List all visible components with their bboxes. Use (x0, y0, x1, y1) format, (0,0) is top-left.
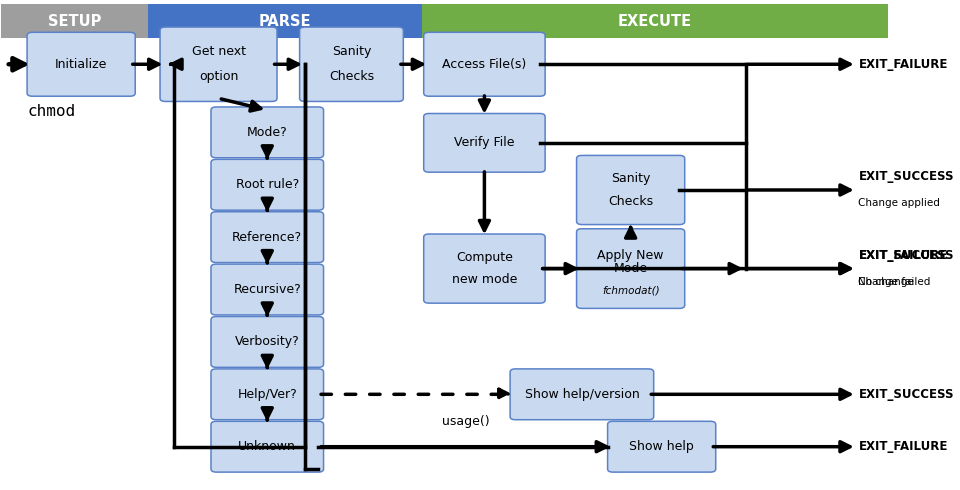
Text: Mode: Mode (613, 262, 648, 275)
Text: Root rule?: Root rule? (235, 178, 299, 191)
Text: Initialize: Initialize (55, 58, 108, 71)
FancyBboxPatch shape (510, 369, 654, 420)
FancyBboxPatch shape (211, 159, 324, 210)
FancyBboxPatch shape (211, 317, 324, 368)
Bar (148, 4, 422, 38)
Text: Get next: Get next (192, 46, 246, 58)
Text: Unknown: Unknown (238, 440, 297, 453)
FancyBboxPatch shape (211, 107, 324, 158)
Text: Sanity: Sanity (332, 46, 372, 58)
Text: chmod: chmod (28, 104, 76, 119)
Text: option: option (199, 70, 238, 83)
FancyBboxPatch shape (211, 369, 324, 420)
Text: EXIT_FAILURE: EXIT_FAILURE (858, 440, 948, 453)
Text: No change: No change (858, 277, 914, 287)
Text: Sanity: Sanity (611, 172, 650, 185)
Text: usage(): usage() (442, 416, 490, 428)
Text: EXIT_FAILURE: EXIT_FAILURE (858, 249, 948, 262)
FancyBboxPatch shape (577, 229, 684, 308)
Text: SETUP: SETUP (48, 14, 101, 28)
Text: Verify File: Verify File (454, 136, 515, 149)
Bar (1, 4, 148, 38)
Text: EXIT_SUCCESS: EXIT_SUCCESS (858, 249, 954, 262)
FancyBboxPatch shape (211, 421, 324, 472)
FancyBboxPatch shape (300, 27, 403, 101)
Text: Help/Ver?: Help/Ver? (237, 388, 298, 401)
Text: Reference?: Reference? (232, 231, 302, 244)
Text: Show help/version: Show help/version (524, 388, 639, 401)
Text: EXIT_FAILURE: EXIT_FAILURE (858, 58, 948, 71)
Text: EXIT_SUCCESS: EXIT_SUCCESS (858, 171, 954, 183)
Text: Recursive?: Recursive? (233, 283, 301, 296)
Text: EXIT_SUCCESS: EXIT_SUCCESS (858, 388, 954, 401)
Bar (422, 4, 888, 38)
Text: Change applied: Change applied (858, 198, 940, 208)
FancyBboxPatch shape (211, 212, 324, 263)
Text: PARSE: PARSE (259, 14, 311, 28)
Text: Checks: Checks (329, 70, 374, 83)
Text: Apply New: Apply New (597, 249, 664, 262)
Text: Change failed: Change failed (858, 277, 931, 287)
Text: Access File(s): Access File(s) (443, 58, 526, 71)
Text: Checks: Checks (608, 195, 653, 208)
FancyBboxPatch shape (577, 155, 684, 224)
Text: fchmodat(): fchmodat() (602, 286, 660, 295)
FancyBboxPatch shape (27, 32, 135, 96)
FancyBboxPatch shape (423, 114, 545, 172)
FancyBboxPatch shape (423, 234, 545, 303)
FancyBboxPatch shape (211, 264, 324, 315)
Text: new mode: new mode (452, 273, 517, 286)
FancyBboxPatch shape (423, 32, 545, 96)
Text: EXECUTE: EXECUTE (618, 14, 692, 28)
Text: Mode?: Mode? (247, 126, 288, 139)
Text: Verbosity?: Verbosity? (235, 336, 300, 348)
FancyBboxPatch shape (608, 421, 716, 472)
Text: Compute: Compute (456, 251, 513, 264)
Text: Show help: Show help (630, 440, 694, 453)
FancyBboxPatch shape (160, 27, 277, 101)
